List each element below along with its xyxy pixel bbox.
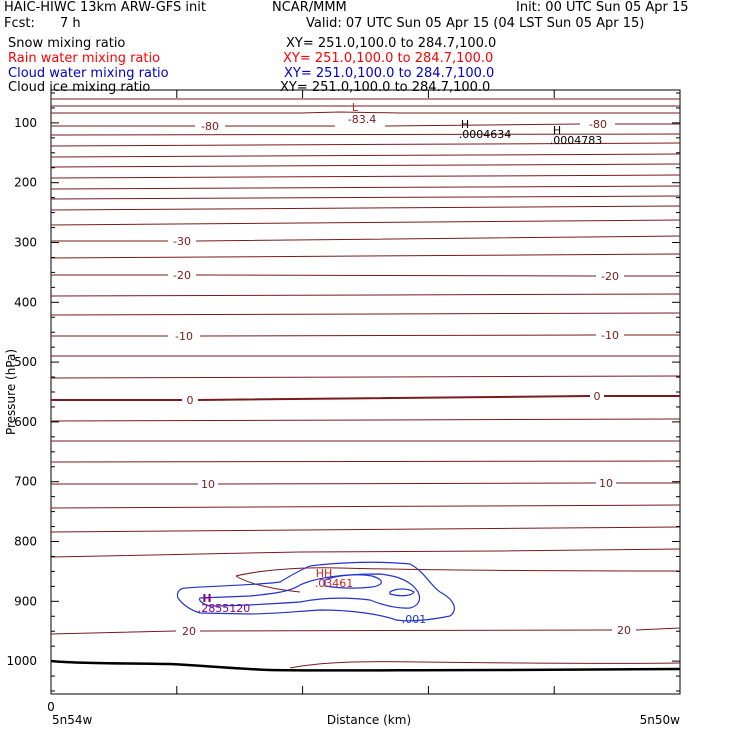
cloud-water-inner-contour (198, 573, 421, 609)
isotherm-label: -80 (589, 118, 607, 131)
isotherm-label: 20 (617, 624, 631, 637)
extremum-high-value: .0004783 (550, 134, 603, 147)
valid-time: Valid: 07 UTC Sun 05 Apr 15 (04 LST Sun … (306, 16, 645, 31)
y-tick-label: 400 (14, 295, 37, 309)
isotherm-line (51, 334, 680, 337)
init-time: Init: 00 UTC Sun 05 Apr 15 (516, 0, 689, 15)
y-tick-label: 300 (14, 235, 37, 249)
extremum-high-value: .0004634 (459, 128, 512, 141)
y-tick-label: 200 (14, 176, 37, 190)
field-cloudice-xy: XY= 251.0,100.0 to 284.7,100.0 (280, 80, 491, 95)
plot-frame (50, 89, 681, 695)
x-axis-title: Distance (km) (327, 713, 411, 727)
extremum-high-symbol: H (553, 124, 561, 137)
cloud-water-core-contour (389, 588, 415, 597)
isotherm-line (50, 219, 681, 226)
isotherm-label: 20 (182, 625, 196, 638)
y-tick-label: 1000 (6, 654, 37, 668)
isotherm-label: 10 (599, 477, 613, 490)
isotherm-line (50, 142, 681, 147)
cloud-water-contour-label: .001 (402, 613, 427, 626)
isotherm-line (50, 133, 681, 136)
isotherm-line (51, 482, 680, 485)
isotherm-line (50, 153, 681, 158)
cloud-water-contours (176, 561, 455, 622)
isotherm-label: 0 (187, 394, 194, 407)
model-title: HAIC-HIWC 13km ARW-GFS init (4, 0, 206, 15)
fcst-value: 7 h (60, 16, 81, 31)
y-tick-label: 600 (14, 415, 37, 429)
isotherm-line (50, 163, 681, 168)
isotherm-line (50, 205, 681, 211)
x-right-location: 5n50w (640, 713, 681, 727)
isotherm-line (50, 526, 681, 533)
isotherm-line (289, 661, 681, 669)
center-label: NCAR/MMM (272, 0, 347, 15)
terrain-line (50, 659, 681, 672)
isotherm-line (51, 395, 680, 401)
extremum-high-symbol: H (202, 592, 211, 605)
isotherm-line (50, 195, 681, 200)
isotherm-line (51, 274, 680, 277)
isotherm-label: -20 (601, 270, 619, 283)
extremum-high-symbol: H (461, 118, 469, 131)
extremum-low-value: -83.4 (348, 113, 376, 126)
field-snow-xy: XY= 251.0,100.0 to 284.7,100.0 (286, 36, 497, 51)
isotherm-line (50, 174, 681, 179)
isotherm-line (50, 460, 681, 463)
isotherm-labels: -80 -80 -30 -20 -20 -10 -10 0 0 10 10 20… (173, 118, 631, 638)
extremum-low-symbol: L (352, 101, 359, 114)
isotherm-line (50, 185, 681, 190)
y-axis-title: Pressure (hPa) (4, 349, 18, 435)
field-cloudice-name: Cloud ice mixing ratio (8, 80, 151, 95)
x-left-location: 5n54w (52, 713, 93, 727)
cloud-water-inner-contour (324, 574, 382, 589)
extremum-high-symbol: HH (316, 567, 333, 580)
isotherm-label: 0 (594, 390, 601, 403)
isotherm-line (50, 548, 681, 558)
isotherm-line (50, 375, 681, 379)
y-tick-label: 700 (14, 475, 37, 489)
extremum-high-value: .03461 (315, 577, 354, 590)
y-tick-label: 500 (14, 355, 37, 369)
isotherm-line (235, 567, 681, 577)
isotherm-label: 10 (201, 478, 215, 491)
isotherm-line (51, 123, 680, 127)
isotherm-line (51, 235, 681, 242)
temperature-isotherms (50, 98, 681, 669)
field-cloudwater-xy: XY= 251.0,100.0 to 284.7,100.0 (284, 66, 495, 81)
field-rain-xy: XY= 251.0,100.0 to 284.7,100.0 (283, 51, 494, 66)
isotherm-label: -10 (601, 329, 619, 342)
fcst-label: Fcst: (4, 16, 35, 31)
isotherm-line (50, 253, 681, 259)
isotherm-line (50, 627, 681, 635)
extrema-markers: L -83.4 H .0004634 H .0004783 HH .03461 … (198, 101, 603, 626)
field-snow-name: Snow mixing ratio (8, 36, 126, 51)
y-tick-label: 800 (14, 535, 37, 549)
isotherm-line (50, 293, 681, 297)
y-tick-label: 900 (14, 594, 37, 608)
field-cloudwater-name: Cloud water mixing ratio (8, 66, 169, 81)
isotherm-label: -20 (173, 269, 191, 282)
isotherm-line (50, 312, 681, 316)
isotherm-label: -80 (201, 120, 219, 133)
x-tick-label-0: 0 (47, 700, 55, 714)
x-axis-ticks (50, 90, 681, 694)
y-tick-label: 100 (14, 116, 37, 130)
isotherm-label: -30 (173, 235, 191, 248)
isotherm-label: -10 (175, 330, 193, 343)
isotherm-line (51, 111, 680, 114)
extremum-high-value: .2855120 (198, 602, 251, 615)
field-rain-name: Rain water mixing ratio (8, 51, 161, 66)
isotherm-line (50, 418, 681, 422)
cloud-water-outer-contour (176, 561, 455, 622)
isotherm-line (50, 504, 681, 509)
isotherm-line (235, 575, 301, 593)
